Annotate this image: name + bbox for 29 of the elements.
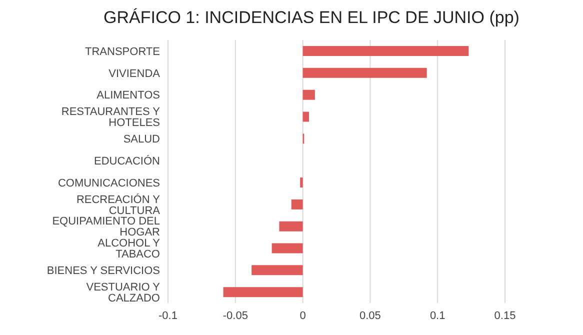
- y-tick-label: RECREACIÓN Y CULTURA: [76, 192, 161, 217]
- bar: [279, 221, 303, 232]
- bar: [291, 199, 303, 210]
- y-tick-label: ALCOHOL Y TABACO: [98, 238, 161, 261]
- y-tick-label: BIENES Y SERVICIOS: [46, 265, 160, 278]
- bar: [302, 90, 315, 100]
- x-tick-label: 0.15: [494, 310, 516, 322]
- bar: [302, 112, 309, 122]
- y-tick-label: SALUD: [123, 134, 160, 146]
- y-tick-label: TRANSPORTE: [85, 46, 160, 58]
- bar: [302, 46, 469, 56]
- x-tick-label: 0.1: [430, 310, 446, 322]
- x-tick-label: -0.1: [158, 310, 178, 322]
- y-tick-label: EDUCACIÓN: [94, 154, 160, 168]
- bar: [302, 68, 427, 78]
- y-tick-label: COMUNICACIONES: [58, 177, 160, 190]
- bar: [272, 243, 303, 254]
- bar: [252, 265, 303, 276]
- x-tick-label: 0.05: [359, 310, 381, 322]
- x-tick-label: 0: [300, 310, 306, 322]
- y-tick-label: VIVIENDA: [108, 68, 161, 80]
- bar: [223, 287, 303, 298]
- chart-title: GRÁFICO 1: INCIDENCIAS EN EL IPC DE JUNIO (pp): [102, 8, 520, 29]
- x-tick-label: -0.05: [222, 310, 248, 322]
- bar: [300, 178, 303, 188]
- y-tick-label: ALIMENTOS: [96, 90, 160, 102]
- y-tick-label: RESTAURANTES Y HOTELES: [61, 106, 161, 130]
- y-tick-label: VESTUARIO Y CALZADO: [86, 281, 161, 304]
- y-tick-label: EQUIPAMIENTO DEL HOGAR: [52, 216, 160, 239]
